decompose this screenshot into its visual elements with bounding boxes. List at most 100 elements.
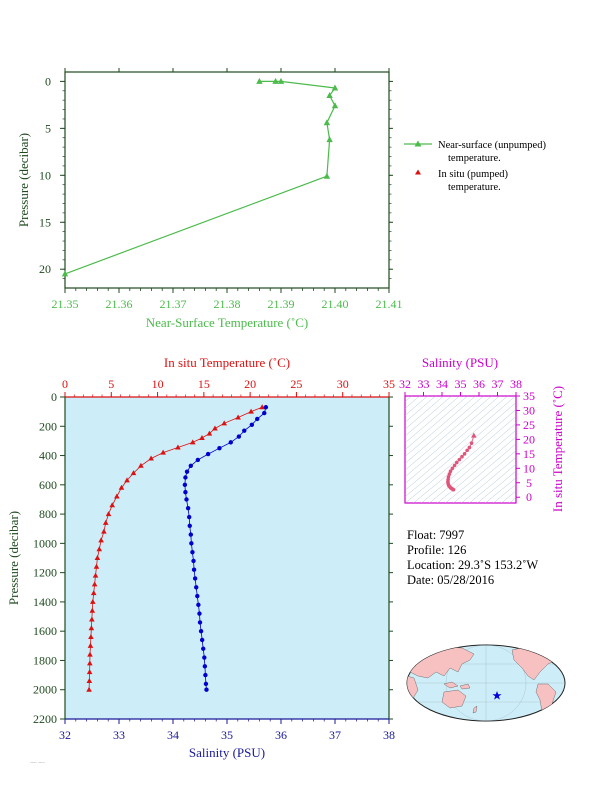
footer-mark: ........ ........ <box>30 760 45 764</box>
ns-y-tick-label: 20 <box>39 262 51 276</box>
ns-series-line <box>64 80 337 275</box>
ts-contour <box>501 490 516 503</box>
ts-contour <box>405 402 516 497</box>
ns-x-tick-label: 21.41 <box>376 297 403 311</box>
pr-salinity-point <box>202 655 207 660</box>
pr-temperature-point <box>206 430 213 436</box>
ts-point <box>448 469 453 473</box>
pr-y-tick-label: 1400 <box>33 595 57 609</box>
pr-temp-tick-label: 10 <box>152 377 164 391</box>
ts-point <box>447 472 452 476</box>
pr-temperature-point <box>118 484 125 490</box>
pr-temperature-point <box>175 444 181 450</box>
pr-salinity-tick-label: 38 <box>383 728 395 742</box>
ts-y-tick-label: 20 <box>523 432 535 446</box>
ts-contour <box>437 436 516 503</box>
ns-point <box>326 91 333 98</box>
ns-point <box>331 84 339 91</box>
ts-point <box>467 445 472 450</box>
ts-contour <box>405 396 428 416</box>
ns-y-tick-label: 5 <box>45 121 51 135</box>
profile-top-axis-title: In situ Temperature (˚C) <box>164 355 290 370</box>
pr-salinity-point <box>183 489 188 495</box>
ns-x-tick-label: 21.36 <box>106 297 133 311</box>
pr-salinity-tick-label: 34 <box>167 728 179 742</box>
ns-point <box>326 136 333 143</box>
ts-plot-area <box>404 395 517 504</box>
pr-salinity-point <box>194 585 199 590</box>
pr-y-tick-label: 800 <box>39 507 57 521</box>
pr-salinity-tick-label: 35 <box>221 728 233 742</box>
pr-y-tick-label: 1000 <box>33 536 57 550</box>
pr-temperature-point <box>86 677 93 683</box>
pr-salinity-point <box>228 440 233 445</box>
pr-temperature-point <box>235 414 241 420</box>
pr-salinity-point <box>203 672 208 678</box>
pr-salinity-point <box>203 681 209 687</box>
ts-x-tick-label: 37 <box>492 377 504 391</box>
ts-contour <box>461 457 516 503</box>
pr-temperature-point <box>199 434 205 440</box>
pr-temperature-point <box>160 449 166 455</box>
pr-salinity-point <box>184 497 189 502</box>
legend-unpumped-line2: temperature. <box>448 153 501 164</box>
profile-number: Profile: 126 <box>407 543 466 557</box>
pr-salinity-point <box>242 428 247 433</box>
pr-temperature-point <box>87 642 94 648</box>
near-surface-chart: 21.35 21.36 21.37 21.38 21.39 21.40 21.41 0 5 10 1… <box>16 68 546 330</box>
ts-contour <box>405 396 492 471</box>
pr-salinity-tick-label: 37 <box>329 728 341 742</box>
pr-salinity-point <box>195 593 200 599</box>
ts-contour <box>405 396 508 484</box>
ts-y-tick-label: 5 <box>526 476 532 490</box>
pr-temperature-point <box>87 660 93 666</box>
ts-y-tick-label: 35 <box>523 389 535 403</box>
pr-temperature-point <box>124 477 130 483</box>
ts-x-axis-title: Salinity (PSU) <box>422 355 498 370</box>
legend-pumped-line1: In situ (pumped) <box>438 169 508 180</box>
location: Location: 29.3˚S 153.2˚W <box>407 558 538 572</box>
pr-salinity-point <box>191 558 196 564</box>
ts-y-axis-title: In situ Temperature (˚C) <box>550 386 565 512</box>
land-australia <box>441 689 467 709</box>
ns-x-tick-label: 21.39 <box>268 297 295 311</box>
ts-point <box>462 452 467 456</box>
pr-temperature-point <box>212 425 218 431</box>
pr-salinity-point <box>263 405 269 410</box>
pr-temperature-point <box>259 404 265 410</box>
pr-salinity-point <box>198 628 204 634</box>
pr-temperature-point <box>88 625 95 631</box>
pr-y-tick-label: 0 <box>51 390 57 404</box>
ts-contour <box>493 484 516 503</box>
pr-y-tick-label: 600 <box>39 478 57 492</box>
ts-contour <box>405 396 484 464</box>
pr-temperature-point <box>91 581 98 587</box>
pr-salinity-point <box>189 541 194 546</box>
pr-temp-tick-label: 20 <box>244 377 256 391</box>
pr-temperature-point <box>148 455 154 461</box>
land-nz <box>472 705 478 714</box>
pr-y-tick-label: 200 <box>39 419 57 433</box>
ts-contour <box>405 396 460 444</box>
pr-temperature-point <box>138 462 144 468</box>
ns-point <box>323 119 331 126</box>
ts-contour <box>405 396 420 409</box>
ts-point <box>465 448 469 453</box>
ts-contour <box>469 463 516 503</box>
pr-salinity-tick-label: 36 <box>275 728 287 742</box>
ts-point <box>455 460 459 465</box>
ts-point <box>452 463 457 468</box>
ts-contour <box>413 416 516 503</box>
pr-salinity-point <box>187 523 192 528</box>
profile-plot-area <box>65 397 389 719</box>
ts-contour <box>405 396 444 430</box>
pr-salinity-tick-label: 33 <box>113 728 125 742</box>
date: Date: 05/28/2016 <box>407 573 494 587</box>
ns-point <box>61 270 69 277</box>
pr-salinity-point <box>188 463 194 468</box>
pr-salinity-point <box>201 646 206 651</box>
ts-contour <box>445 443 516 503</box>
pr-temp-tick-label: 30 <box>337 377 349 391</box>
pr-temperature-point <box>114 493 120 499</box>
